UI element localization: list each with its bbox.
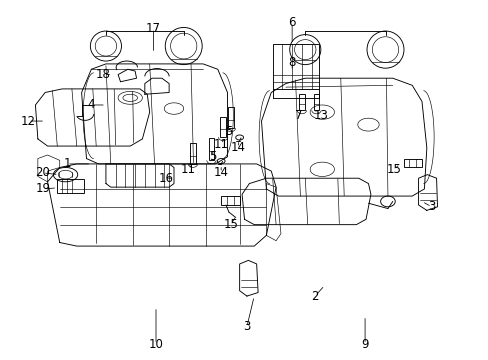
Polygon shape: [38, 155, 60, 182]
Polygon shape: [81, 64, 227, 164]
Text: 14: 14: [231, 141, 245, 154]
Text: 9: 9: [361, 338, 368, 351]
Text: 16: 16: [158, 172, 173, 185]
Text: 8: 8: [288, 55, 295, 69]
Text: 11: 11: [213, 138, 228, 151]
Bar: [221, 196, 239, 205]
Text: 18: 18: [96, 68, 111, 81]
Polygon shape: [118, 69, 136, 82]
Text: 5: 5: [225, 125, 232, 138]
Bar: [190, 143, 196, 164]
Polygon shape: [35, 89, 149, 146]
Text: 10: 10: [148, 338, 163, 351]
Text: 19: 19: [35, 183, 50, 195]
Polygon shape: [266, 184, 281, 241]
Text: 2: 2: [311, 289, 318, 303]
Bar: [220, 117, 225, 137]
Text: 5: 5: [209, 150, 216, 163]
Text: 12: 12: [20, 114, 36, 127]
Text: 6: 6: [288, 16, 295, 29]
Polygon shape: [144, 78, 169, 94]
Bar: [208, 138, 214, 160]
Text: 7: 7: [295, 109, 302, 122]
Text: 15: 15: [386, 163, 401, 176]
Polygon shape: [47, 164, 276, 246]
Text: 15: 15: [223, 218, 238, 231]
Bar: [57, 179, 84, 193]
Text: 11: 11: [181, 163, 196, 176]
Bar: [227, 107, 233, 128]
Bar: [403, 158, 422, 167]
Text: 3: 3: [243, 320, 250, 333]
Bar: [313, 94, 319, 111]
Bar: [272, 44, 318, 89]
Text: 17: 17: [146, 22, 161, 35]
Polygon shape: [239, 260, 258, 296]
Polygon shape: [261, 78, 426, 196]
Text: 3: 3: [427, 200, 434, 213]
Text: 4: 4: [87, 99, 95, 112]
Text: 1: 1: [63, 157, 71, 170]
Polygon shape: [418, 175, 437, 210]
Polygon shape: [242, 178, 370, 225]
Text: 20: 20: [35, 166, 50, 179]
Text: 13: 13: [313, 109, 327, 122]
Bar: [298, 94, 304, 111]
Polygon shape: [106, 164, 174, 187]
Text: 14: 14: [213, 166, 228, 179]
